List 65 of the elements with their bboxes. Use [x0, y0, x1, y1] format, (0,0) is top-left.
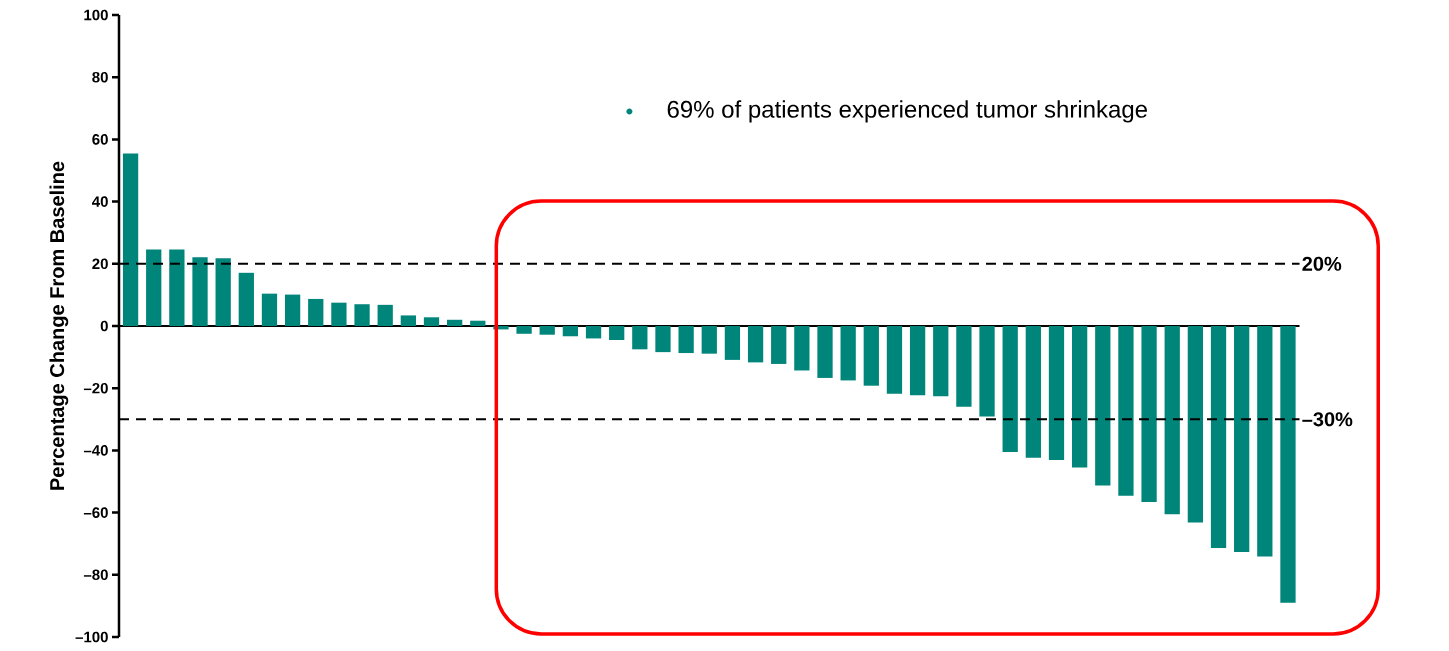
y-tick-label: 60: [92, 134, 108, 145]
bar: [1187, 326, 1204, 523]
bar: [585, 326, 602, 339]
bar: [724, 326, 741, 360]
bar: [169, 249, 185, 326]
bar: [1071, 326, 1088, 468]
bar: [354, 304, 370, 326]
y-tick-label: –60: [83, 507, 108, 518]
y-tick-label: –40: [83, 445, 108, 456]
y-tick-label: –100: [75, 631, 108, 643]
bar: [192, 257, 208, 326]
bar: [794, 326, 810, 371]
bar: [1002, 326, 1018, 452]
y-tick-label: 0: [100, 320, 108, 332]
ref-line-label: 20%: [1302, 256, 1342, 271]
y-tick-label: 100: [84, 9, 108, 21]
bar: [747, 326, 764, 363]
bar: [308, 298, 324, 326]
bar: [863, 326, 879, 386]
bar: [1048, 326, 1065, 461]
bar: [1118, 326, 1134, 496]
bar: [238, 272, 254, 326]
bar: [632, 326, 648, 350]
bar: [215, 258, 231, 326]
bar: [1025, 326, 1041, 458]
bar: [331, 302, 347, 326]
bar: [1095, 326, 1111, 486]
bar: [122, 153, 139, 326]
bar: [423, 317, 440, 326]
y-tick-label: 80: [92, 71, 108, 83]
bar: [1141, 326, 1157, 503]
bar: [886, 326, 903, 394]
y-tick-label: 40: [92, 196, 108, 207]
bar: [1164, 326, 1180, 515]
bar: [909, 326, 926, 396]
bar: [377, 304, 393, 326]
bar: [1210, 326, 1227, 549]
bar: [701, 326, 717, 354]
bar: [840, 326, 856, 381]
y-tick-label: –20: [83, 382, 108, 394]
y-axis-title: Percentage Change From Baseline: [49, 161, 69, 490]
bar: [470, 320, 486, 326]
bar: [447, 319, 463, 326]
bar: [562, 326, 579, 337]
bar: [516, 326, 532, 334]
bar: [261, 293, 278, 326]
bar: [678, 326, 694, 354]
bar: [1280, 326, 1296, 603]
bar: [956, 326, 972, 407]
bar: [400, 315, 416, 326]
bar: [817, 326, 833, 378]
bar: [609, 326, 625, 340]
y-tick-label: –80: [83, 569, 108, 581]
bar: [655, 326, 671, 353]
bar: [284, 294, 301, 326]
bar: [539, 326, 555, 335]
ref-line-label: –30%: [1302, 412, 1353, 427]
bar: [146, 249, 162, 326]
bar: [771, 326, 787, 364]
y-tick-label: 20: [92, 258, 108, 270]
annotation: 69% of patients experienced tumor shrinkage: [667, 100, 1147, 123]
bar: [1257, 326, 1273, 557]
bar: [1234, 326, 1250, 553]
bar: [979, 326, 995, 417]
bar: [933, 326, 949, 397]
